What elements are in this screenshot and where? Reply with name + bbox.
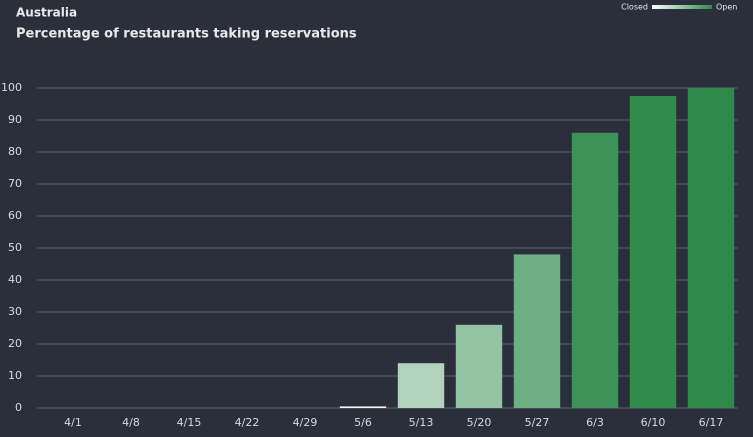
y-tick-label: 50	[8, 241, 22, 254]
x-tick-label: 4/29	[293, 416, 318, 429]
y-tick-label: 90	[8, 113, 22, 126]
x-tick-label: 5/20	[467, 416, 492, 429]
legend-high: Open	[716, 3, 737, 12]
x-tick-label: 6/3	[586, 416, 604, 429]
y-tick-label: 60	[8, 209, 22, 222]
bar	[455, 324, 503, 408]
chart-title: Australia	[16, 6, 77, 20]
x-tick-label: 4/15	[177, 416, 202, 429]
bar	[339, 406, 387, 408]
y-tick-label: 70	[8, 177, 22, 190]
bar	[397, 363, 445, 408]
chart-subtitle: Percentage of restaurants taking reserva…	[16, 27, 357, 42]
x-tick-label: 6/17	[699, 416, 724, 429]
bar	[513, 254, 561, 408]
legend-low: Closed	[621, 3, 648, 12]
y-tick-label: 0	[15, 401, 22, 414]
bar	[571, 132, 619, 409]
y-tick-label: 30	[8, 305, 22, 318]
bar	[629, 96, 677, 408]
x-tick-label: 4/1	[64, 416, 82, 429]
y-tick-label: 10	[8, 369, 22, 382]
legend-gradient	[652, 5, 712, 9]
x-tick-label: 5/13	[409, 416, 434, 429]
x-tick-label: 5/27	[525, 416, 550, 429]
x-tick-label: 4/22	[235, 416, 260, 429]
x-tick-label: 6/10	[641, 416, 666, 429]
y-tick-label: 80	[8, 145, 22, 158]
y-tick-label: 40	[8, 273, 22, 286]
x-tick-label: 5/6	[354, 416, 372, 429]
bar	[687, 88, 735, 408]
y-tick-label: 20	[8, 337, 22, 350]
x-tick-label: 4/8	[122, 416, 140, 429]
y-tick-label: 100	[1, 81, 22, 94]
